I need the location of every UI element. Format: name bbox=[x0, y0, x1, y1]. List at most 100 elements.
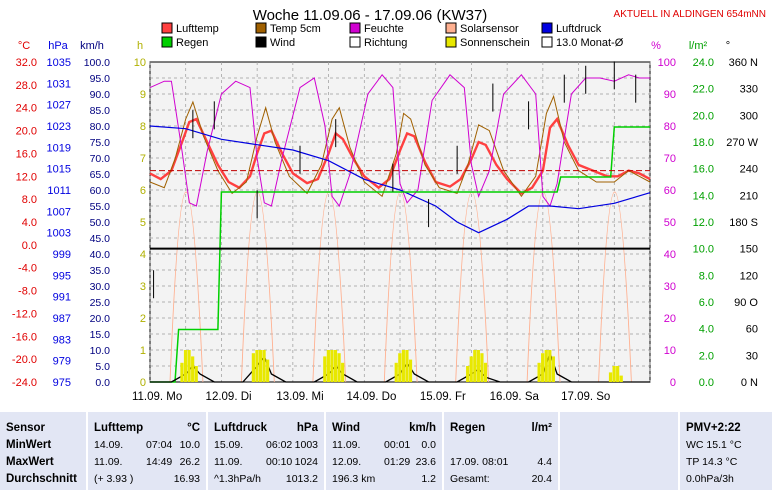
tick-pct: 30 bbox=[664, 281, 676, 293]
tick-hpa: 987 bbox=[53, 313, 71, 325]
tick-hpa: 1007 bbox=[47, 206, 71, 218]
bar-sonnenschein bbox=[473, 350, 477, 382]
unit-label-pct: % bbox=[651, 40, 661, 52]
bar-sonnenschein bbox=[258, 350, 263, 382]
tick-lm2: 8.0 bbox=[699, 270, 714, 282]
legend-swatch-temp-5cm bbox=[255, 22, 267, 34]
tick-kmh: 40.0 bbox=[90, 249, 111, 261]
tick-dir: 30 bbox=[746, 350, 758, 362]
tick-h: 7 bbox=[140, 153, 146, 165]
stats-pmv-column: PMV+2:22 WC 15.1 °C TP 14.3 °C 0.0hPa/3h bbox=[678, 412, 772, 490]
tick-temp: -12.0 bbox=[12, 308, 37, 320]
tick-temp: -20.0 bbox=[12, 354, 37, 366]
legend-label: Feuchte bbox=[364, 23, 404, 35]
tick-pct: 70 bbox=[664, 153, 676, 165]
stats-wind-min-date: 11.09. bbox=[332, 439, 361, 451]
tick-h: 0 bbox=[140, 377, 146, 389]
stats-luftdruck-min-value: 1003 bbox=[294, 439, 318, 451]
tick-h: 10 bbox=[134, 57, 146, 69]
tick-hpa: 1023 bbox=[47, 121, 71, 133]
stats-regen-unit: l/m² bbox=[531, 422, 552, 434]
day-label: 11.09. Mo bbox=[132, 391, 182, 403]
tick-lm2: 12.0 bbox=[693, 217, 714, 229]
tick-lm2: 18.0 bbox=[693, 137, 714, 149]
tick-lm2: 16.0 bbox=[693, 164, 714, 176]
tick-h: 4 bbox=[140, 249, 146, 261]
tick-kmh: 50.0 bbox=[90, 217, 111, 229]
stats-lufttemp-min-date: 14.09. bbox=[94, 439, 124, 451]
bar-sonnenschein bbox=[180, 362, 184, 382]
bar-sonnenschein bbox=[551, 356, 555, 382]
bar-sonnenschein bbox=[333, 350, 338, 382]
legend-swatch-wind bbox=[255, 36, 267, 48]
tick-kmh: 85.0 bbox=[90, 105, 111, 117]
stats-regen-max-value: 4.4 bbox=[537, 456, 552, 468]
bar-sonnenschein bbox=[483, 362, 488, 382]
tick-kmh: 20.0 bbox=[90, 313, 111, 325]
tick-h: 1 bbox=[140, 345, 146, 357]
bar-sonnenschein bbox=[262, 350, 266, 382]
stats-wind-avg: 1.2 bbox=[421, 473, 436, 485]
tick-hpa: 1011 bbox=[47, 185, 71, 197]
line-feuchte bbox=[149, 73, 650, 208]
series-layer bbox=[149, 61, 651, 383]
stats-luftdruck-max-date: 11.09. bbox=[214, 456, 243, 468]
bar-sonnenschein bbox=[337, 353, 341, 382]
axis-ticks: 32.028.024.020.016.012.08.04.00.0-4.0-8.… bbox=[12, 57, 759, 389]
tick-hpa: 1003 bbox=[47, 228, 71, 240]
tick-hpa: 1015 bbox=[47, 164, 71, 176]
tick-hpa: 999 bbox=[53, 249, 71, 261]
stats-luftdruck-min-date: 15.09. bbox=[214, 439, 244, 451]
legend-label: Regen bbox=[176, 37, 208, 49]
stats-wind-max-date: 12.09. bbox=[332, 456, 362, 468]
tick-lm2: 20.0 bbox=[693, 110, 714, 122]
tick-pct: 50 bbox=[664, 217, 676, 229]
location-label: AKTUELL IN ALDINGEN 654mNN bbox=[614, 9, 766, 20]
tick-kmh: 0.0 bbox=[95, 377, 110, 389]
bar-sonnenschein bbox=[405, 350, 409, 382]
day-label: 17.09. So bbox=[561, 391, 610, 403]
tick-hpa: 1019 bbox=[47, 142, 71, 154]
tick-kmh: 55.0 bbox=[90, 201, 111, 213]
tick-hpa: 995 bbox=[53, 270, 71, 282]
tick-kmh: 65.0 bbox=[90, 169, 111, 181]
legend-label: Richtung bbox=[364, 37, 407, 49]
tick-hpa: 983 bbox=[53, 334, 71, 346]
legend-swatch-13-0-monat- bbox=[541, 36, 553, 48]
stats-luftdruck-column: Luftdruck hPa 15.09. 06:02 1003 11.09. 00:10… bbox=[206, 412, 324, 490]
bar-sonnenschein bbox=[548, 350, 552, 382]
bar-sonnenschein bbox=[612, 366, 616, 382]
tick-pct: 100 bbox=[658, 57, 676, 69]
tick-temp: 28.0 bbox=[16, 80, 37, 92]
stats-wind-header: Wind bbox=[332, 422, 360, 434]
day-label: 14.09. Do bbox=[346, 391, 396, 403]
bar-sonnenschein bbox=[323, 356, 327, 382]
tick-kmh: 15.0 bbox=[90, 329, 111, 341]
tick-temp: 20.0 bbox=[16, 126, 37, 138]
tick-dir: 210 bbox=[740, 190, 758, 202]
tick-temp: 0.0 bbox=[22, 240, 37, 252]
stats-wind-column: Wind km/h 11.09. 00:01 0.0 12.09. 01:29 23.6 … bbox=[324, 412, 442, 490]
tick-hpa: 1027 bbox=[47, 100, 71, 112]
bar-sonnenschein bbox=[183, 350, 188, 382]
legend-label: Lufttemp bbox=[176, 23, 219, 35]
tick-kmh: 35.0 bbox=[90, 265, 111, 277]
weather-chart: Woche 11.09.06 - 17.09.06 (KW37) AKTUELL… bbox=[0, 0, 772, 412]
stats-regen-total-value: 20.4 bbox=[531, 473, 552, 485]
stats-lufttemp-header: Lufttemp bbox=[94, 422, 144, 434]
tick-dir: 330 bbox=[740, 84, 758, 96]
stats-taupunkt: TP 14.3 °C bbox=[686, 456, 738, 468]
legend-swatch-lufttemp bbox=[161, 22, 173, 34]
bar-sonnenschein bbox=[398, 353, 402, 382]
axis-units: °C hPa km/h h% l/m² ° bbox=[18, 40, 730, 52]
stats-luftdruck-max-time: 00:10 bbox=[266, 456, 293, 468]
day-label: 16.09. Sa bbox=[490, 391, 540, 403]
tick-hpa: 975 bbox=[53, 377, 71, 389]
tick-kmh: 75.0 bbox=[90, 137, 111, 149]
tick-dir: 60 bbox=[746, 324, 758, 336]
bar-sonnenschein bbox=[191, 356, 195, 382]
tick-dir: 0 N bbox=[741, 377, 758, 389]
tick-dir: 150 bbox=[740, 244, 758, 256]
tick-dir: 120 bbox=[740, 270, 758, 282]
bar-sonnenschein bbox=[619, 375, 623, 382]
